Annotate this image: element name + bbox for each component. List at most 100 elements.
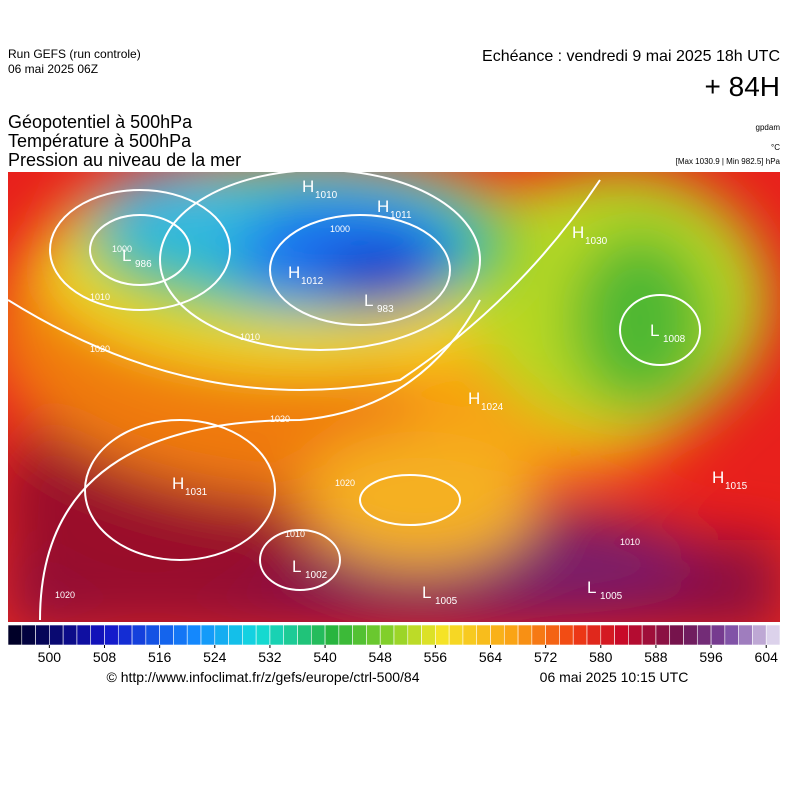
colorbar-swatch bbox=[90, 624, 105, 646]
isobar-label: 1010 bbox=[285, 529, 305, 539]
isobar-label: 1010 bbox=[240, 332, 260, 342]
source: © http://www.infoclimat.fr/z/gefs/europe… bbox=[106, 669, 419, 685]
lead-time: + 84H bbox=[705, 71, 781, 102]
colorbar-swatch bbox=[421, 624, 436, 646]
colorbar-swatch bbox=[49, 624, 64, 646]
colorbar-swatch bbox=[462, 624, 478, 646]
colorbar-swatch bbox=[338, 624, 353, 646]
colorbar-swatch bbox=[21, 624, 36, 646]
pressure-center-kind: H bbox=[288, 263, 300, 282]
pressure-center-kind: L bbox=[587, 578, 596, 597]
pressure-center-value: 1002 bbox=[305, 570, 328, 581]
colorbar-swatch bbox=[655, 624, 671, 646]
colorbar-swatch bbox=[669, 624, 684, 646]
colorbar-tick-label: 564 bbox=[479, 649, 503, 665]
pressure-center-value: 983 bbox=[377, 304, 394, 315]
isobar-label: 1000 bbox=[330, 224, 350, 234]
colorbar-tick-label: 516 bbox=[148, 649, 172, 665]
pressure-center-value: 1010 bbox=[315, 190, 338, 201]
colorbar-swatch bbox=[490, 624, 505, 646]
colorbar-swatch bbox=[628, 624, 643, 646]
pressure-center-value: 1024 bbox=[481, 402, 504, 413]
pressure-center-kind: L bbox=[122, 246, 131, 265]
colorbar-swatch bbox=[559, 624, 574, 646]
colorbar-swatch bbox=[159, 624, 174, 646]
colorbar-swatch bbox=[7, 624, 23, 646]
colorbar-tick-label: 500 bbox=[38, 649, 62, 665]
colorbar-swatch bbox=[228, 624, 243, 646]
isobar-label: 1010 bbox=[620, 537, 640, 547]
colorbar-swatch bbox=[448, 624, 464, 646]
colorbar-tick-label: 524 bbox=[203, 649, 227, 665]
colorbar-swatch bbox=[62, 624, 78, 646]
pressure-center-kind: H bbox=[172, 474, 184, 493]
title: Température à 500hPa bbox=[8, 131, 192, 151]
colorbar-tick-label: 540 bbox=[313, 649, 337, 665]
colorbar-swatch bbox=[683, 624, 698, 646]
pressure-center-value: 1011 bbox=[390, 210, 412, 221]
isobar-label: 1000 bbox=[112, 244, 132, 254]
colorbar-swatch bbox=[366, 624, 381, 646]
colorbar-swatch bbox=[324, 624, 340, 646]
title: Pression au niveau de la mer bbox=[8, 150, 241, 170]
colorbar-swatch bbox=[269, 624, 285, 646]
colorbar-swatch bbox=[173, 624, 188, 646]
pressure-center-kind: L bbox=[364, 291, 373, 310]
colorbar-swatch bbox=[407, 624, 422, 646]
colorbar-swatch bbox=[104, 624, 119, 646]
colorbar-swatch bbox=[503, 624, 519, 646]
title: Géopotentiel à 500hPa bbox=[8, 112, 193, 132]
colorbar-swatch bbox=[393, 624, 409, 646]
colorbar-swatch bbox=[200, 624, 216, 646]
pressure-center-value: 1015 bbox=[725, 481, 748, 492]
colorbar-swatch bbox=[117, 624, 133, 646]
colorbar-swatch bbox=[35, 624, 50, 646]
unit: °C bbox=[771, 143, 780, 152]
colorbar-swatch bbox=[76, 624, 92, 646]
echeance: Echéance : vendredi 9 mai 2025 18h UTC bbox=[482, 48, 780, 65]
colorbar-swatch bbox=[614, 624, 629, 646]
unit: gpdam bbox=[756, 123, 781, 132]
pressure-center-kind: H bbox=[712, 468, 724, 487]
colorbar-swatch bbox=[214, 624, 229, 646]
colorbar-tick-label: 572 bbox=[534, 649, 558, 665]
colorbar-swatch bbox=[586, 624, 602, 646]
colorbar-swatch bbox=[545, 624, 560, 646]
run-date: 06 mai 2025 06Z bbox=[8, 62, 98, 76]
colorbar-swatch bbox=[724, 624, 739, 646]
colorbar-tick-label: 556 bbox=[424, 649, 448, 665]
pressure-center-kind: L bbox=[292, 557, 301, 576]
colorbar-swatch bbox=[517, 624, 533, 646]
pressure-center-value: 1030 bbox=[585, 236, 608, 247]
colorbar-swatch bbox=[379, 624, 395, 646]
colorbar-swatch bbox=[283, 624, 298, 646]
colorbar-tick-label: 580 bbox=[589, 649, 613, 665]
colorbar-swatch bbox=[242, 624, 257, 646]
colorbar-swatch bbox=[765, 624, 781, 646]
colorbar-swatch bbox=[572, 624, 588, 646]
pressure-center-value: 986 bbox=[135, 259, 152, 270]
colorbar-swatch bbox=[710, 624, 726, 646]
colorbar-swatch bbox=[352, 624, 367, 646]
colorbar-tick-label: 532 bbox=[258, 649, 282, 665]
colorbar-tick-label: 588 bbox=[644, 649, 668, 665]
pressure-center-value: 1008 bbox=[663, 334, 686, 345]
run-label: Run GEFS (run controle) bbox=[8, 47, 141, 61]
colorbar-tick-label: 548 bbox=[369, 649, 393, 665]
map bbox=[8, 172, 780, 622]
colorbar-swatch bbox=[435, 624, 450, 646]
colorbar-swatch bbox=[752, 624, 767, 646]
colorbar: 500 508 516 524 532 540 548 556 564 572 580 588 596 6… bbox=[7, 624, 781, 665]
colorbar-swatch bbox=[145, 624, 160, 646]
pressure-center-value: 1005 bbox=[600, 591, 623, 602]
pressure-center-kind: H bbox=[572, 223, 584, 242]
colorbar-swatch bbox=[310, 624, 326, 646]
isobar-label: 1020 bbox=[335, 478, 355, 488]
pressure-center-kind: H bbox=[302, 177, 314, 196]
colorbar-swatch bbox=[600, 624, 615, 646]
pressure-center-kind: L bbox=[422, 583, 431, 602]
colorbar-swatch bbox=[738, 624, 753, 646]
isobar-label: 1020 bbox=[270, 414, 290, 424]
pressure-center-kind: H bbox=[377, 197, 389, 216]
